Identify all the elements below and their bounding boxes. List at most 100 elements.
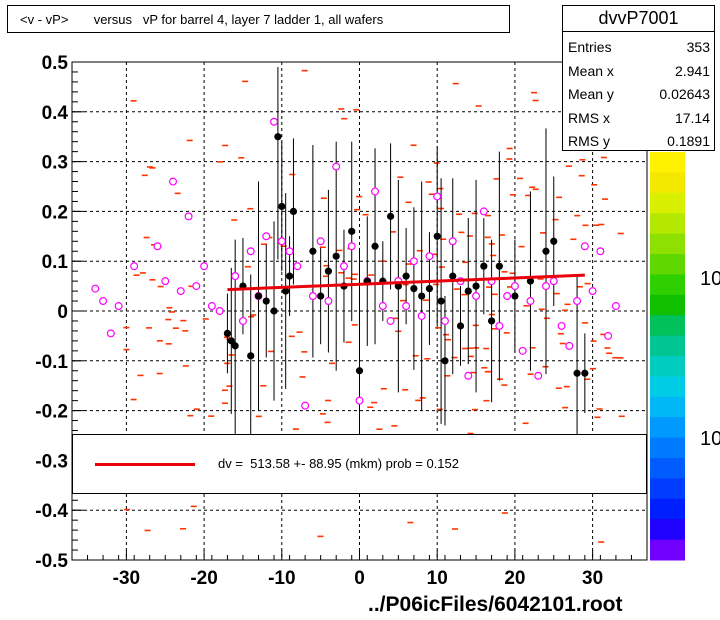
- hist-marker: [596, 247, 605, 256]
- profile-point: [386, 212, 395, 220]
- x-tick-label: 10: [427, 568, 448, 589]
- hist-marker: [440, 316, 449, 325]
- x-tick-label: 30: [582, 568, 603, 589]
- profile-point: [464, 287, 472, 295]
- palette-cell: [650, 315, 685, 337]
- profile-point: [441, 357, 449, 365]
- profile-point: [542, 247, 550, 255]
- title-box: <v - vP> versus vP for barrel 4, layer 7…: [7, 5, 510, 33]
- y-tick-label: 0.5: [42, 53, 69, 74]
- fit-legend-text: dv = 513.58 +- 88.95 (mkm) prob = 0.152: [218, 456, 460, 471]
- hist-marker: [246, 247, 255, 256]
- hist-marker: [192, 282, 201, 291]
- hist-marker: [448, 237, 457, 246]
- palette-cell: [650, 294, 685, 316]
- palette-cell: [650, 192, 685, 214]
- profile-point: [402, 272, 410, 280]
- profile-point: [227, 337, 235, 345]
- hist-marker: [106, 329, 115, 338]
- hist-marker: [301, 401, 310, 410]
- x-tick-label: -20: [190, 568, 217, 589]
- palette-label: 10: [700, 428, 720, 450]
- profile-points: [223, 133, 589, 377]
- hist-marker: [409, 257, 418, 266]
- hist-marker: [495, 321, 504, 330]
- hist-marker: [91, 284, 100, 293]
- profile-point: [480, 262, 488, 270]
- palette-cell: [650, 498, 685, 520]
- y-tick-label: 0: [57, 302, 68, 323]
- file-name: ../P06icFiles/6042101.root: [368, 593, 623, 616]
- hist-marker: [503, 292, 512, 301]
- palette-cell: [650, 478, 685, 500]
- hist-marker: [153, 242, 162, 251]
- hist-marker: [433, 192, 442, 201]
- profile-point: [278, 202, 286, 211]
- profile-point: [317, 292, 325, 300]
- hist-marker: [184, 212, 193, 221]
- x-tick-label: 0: [354, 568, 365, 589]
- stat-label: Mean x: [568, 63, 614, 79]
- hist-marker: [277, 237, 286, 246]
- palette-cell: [650, 519, 685, 541]
- hist-marker: [425, 252, 434, 261]
- chart-title: <v - vP> versus vP for barrel 4, layer 7…: [20, 12, 384, 27]
- hist-marker: [402, 302, 411, 311]
- palette-cell: [650, 539, 685, 561]
- hist-marker: [526, 297, 535, 306]
- profile-point: [274, 133, 282, 141]
- hist-marker: [169, 177, 178, 186]
- y-tick-label: 0.1: [42, 252, 69, 273]
- y-tick-label: -0.1: [35, 352, 68, 373]
- hist-marker: [207, 302, 216, 311]
- hist-marker: [510, 282, 519, 291]
- fit-line: [227, 273, 585, 292]
- y-tick-label: -0.5: [35, 551, 68, 572]
- stat-label: Mean y: [568, 86, 614, 102]
- stat-label: RMS x: [568, 110, 610, 126]
- profile-point: [495, 262, 503, 270]
- x-tick-label: -10: [268, 568, 295, 589]
- profile-point: [223, 329, 232, 338]
- hist-marker: [479, 207, 488, 216]
- stats-name: dvvP7001: [563, 6, 714, 32]
- y-tick-label: 0.4: [42, 103, 69, 124]
- axes: -30 -20 -10 0 10 20 30 -0.5 -0.4 -0.3 -0.2 -0.1 0 0.1…: [35, 53, 632, 589]
- profile-point: [573, 369, 581, 377]
- profile-point: [348, 227, 356, 235]
- palette-cell: [650, 376, 685, 398]
- profile-point: [472, 282, 480, 290]
- hist-marker: [604, 331, 613, 340]
- hist-marker: [114, 302, 123, 311]
- profile-point: [371, 242, 379, 250]
- hist-marker: [386, 316, 395, 325]
- hist-marker: [464, 371, 473, 380]
- stat-row-mean-y: Mean y 0.02643: [568, 82, 710, 106]
- stat-value: 17.14: [674, 110, 710, 126]
- hist-marker: [549, 277, 558, 286]
- profile-point: [285, 272, 294, 280]
- hist-marker: [308, 292, 317, 301]
- hist-marker: [541, 282, 550, 291]
- y-tick-label: -0.4: [35, 501, 68, 522]
- profile-point: [456, 322, 465, 330]
- hist-marker: [324, 297, 333, 306]
- hist-marker: [371, 187, 380, 196]
- y-tick-label: -0.3: [35, 451, 68, 472]
- hist-marker: [130, 262, 139, 271]
- hist-marker: [231, 272, 240, 281]
- profile-point: [410, 284, 418, 293]
- hist-marker: [355, 396, 364, 405]
- profile-point: [487, 317, 496, 325]
- hist-marker: [293, 262, 302, 271]
- hist-marker: [99, 297, 108, 306]
- hist-marker: [285, 247, 294, 256]
- profile-point: [449, 272, 457, 280]
- palette-cell: [650, 396, 685, 418]
- hist-marker: [472, 292, 481, 301]
- profile-point: [355, 367, 364, 375]
- palette-cell: [650, 172, 685, 194]
- profile-point: [433, 232, 441, 240]
- palette-cell: [650, 254, 685, 275]
- profile-point: [394, 282, 402, 290]
